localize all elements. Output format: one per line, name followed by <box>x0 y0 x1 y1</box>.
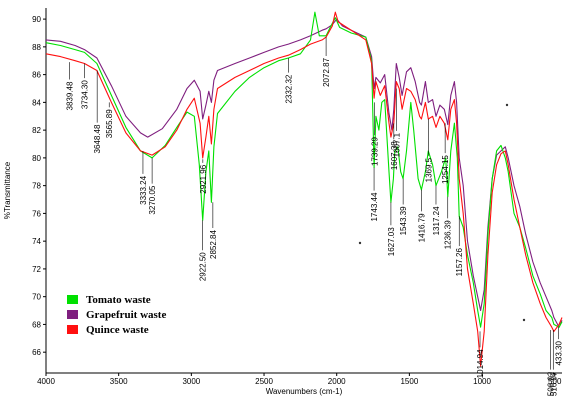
y-tick-label: 78 <box>32 182 41 191</box>
x-tick-label: 1000 <box>473 377 491 386</box>
y-tick-label: 84 <box>32 98 41 107</box>
y-tick-label: 68 <box>32 320 41 329</box>
legend-swatch <box>67 295 78 304</box>
stray-dot <box>505 103 509 107</box>
peak-label: 1416.79 <box>418 213 427 242</box>
x-tick-label: 3500 <box>110 377 128 386</box>
peak-label: 516.07 <box>549 371 558 396</box>
x-tick-label: 500 <box>548 377 562 386</box>
peak-label: 1014.94 <box>476 349 485 378</box>
peak-label: 1543.39 <box>399 206 408 235</box>
peak-label: 2072.87 <box>322 57 331 86</box>
legend: Tomato waste Grapefruit waste Quince waste <box>67 294 166 336</box>
peak-label: 3333.24 <box>139 175 148 204</box>
legend-swatch <box>67 310 78 319</box>
legend-label: Quince waste <box>86 324 149 336</box>
peak-label: 506.02 <box>546 371 555 396</box>
y-tick-label: 66 <box>32 348 41 357</box>
peak-label: 433.30 <box>554 341 563 366</box>
peak-label: 2921.96 <box>199 164 208 193</box>
peak-label: 1254.15 <box>441 155 450 184</box>
x-tick-label: 1500 <box>400 377 418 386</box>
x-tick-label: 2500 <box>255 377 273 386</box>
x-tick-label: 2000 <box>328 377 346 386</box>
peak-label: 2332.32 <box>284 74 293 103</box>
y-tick-label: 76 <box>32 209 41 218</box>
peak-label: 3734.30 <box>81 80 90 109</box>
peak-label: 1317.24 <box>432 206 441 235</box>
peak-label: 1607.1 <box>392 132 401 157</box>
peak-label: 1369.5 <box>424 157 433 182</box>
legend-swatch <box>67 325 78 334</box>
y-tick-label: 70 <box>32 293 41 302</box>
peak-label: 1157.26 <box>455 248 464 277</box>
y-tick-label: 80 <box>32 154 41 163</box>
series-line-tomato-waste <box>45 11 563 328</box>
peak-label: 3565.89 <box>105 109 114 138</box>
peak-label: 1236.39 <box>444 220 453 249</box>
series-line-grapefruit-waste <box>45 18 563 328</box>
legend-label: Tomato waste <box>86 294 151 306</box>
axis-ticks: 4000 3500 3000 2500 2000 1500 1000 500 66 68 70 72 7… <box>32 15 562 386</box>
peak-label: 1739.29 <box>371 137 380 166</box>
x-axis-label: Wavenumbers (cm-1) <box>266 387 343 396</box>
y-tick-label: 90 <box>32 15 41 24</box>
peak-label: 3648.48 <box>93 124 102 153</box>
legend-label: Grapefruit waste <box>86 309 166 321</box>
y-tick-label: 86 <box>32 71 41 80</box>
y-axis-label: %Transmittance <box>3 161 12 219</box>
stray-dot <box>358 241 362 245</box>
x-tick-label: 4000 <box>37 377 55 386</box>
peak-label: 1607.38 <box>390 141 399 170</box>
plot-axes <box>45 8 562 374</box>
y-tick-label: 88 <box>32 43 41 52</box>
stray-dot <box>522 318 526 322</box>
peak-label: 3839.48 <box>65 81 74 110</box>
peak-label: 2922.50 <box>199 252 208 281</box>
peak-label: 1627.03 <box>387 227 396 256</box>
stray-dots <box>358 103 526 322</box>
y-tick-label: 82 <box>32 126 41 135</box>
y-tick-label: 74 <box>32 237 41 246</box>
peak-label: 1743.44 <box>370 192 379 221</box>
peak-label: 3270.05 <box>148 185 157 214</box>
y-tick-label: 72 <box>32 265 41 274</box>
x-tick-label: 3000 <box>182 377 200 386</box>
peak-label: 2852.84 <box>209 230 218 259</box>
